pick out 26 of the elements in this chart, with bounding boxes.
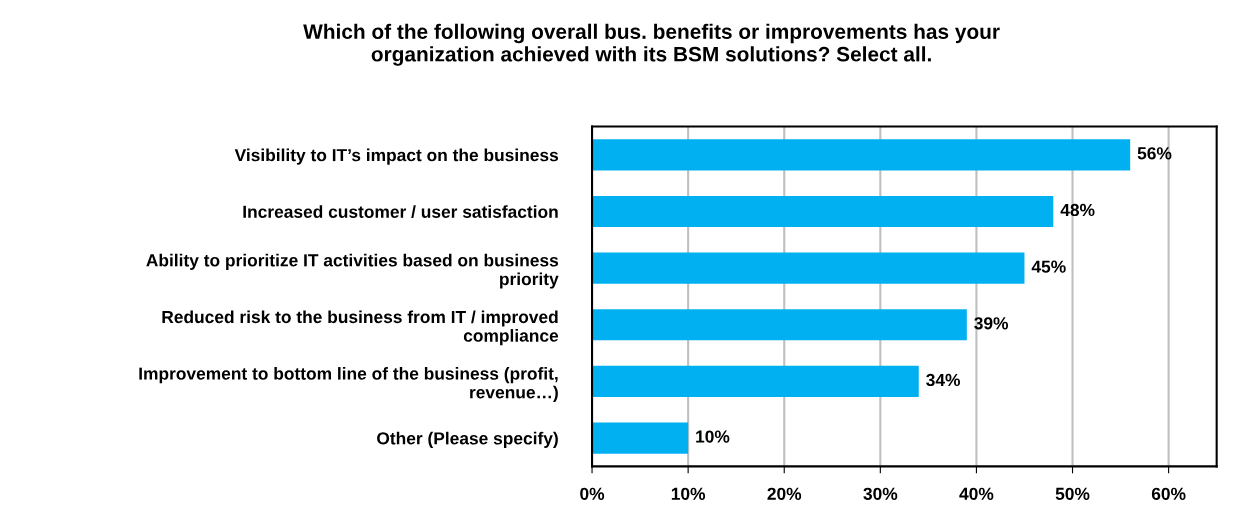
x-tick-label: 10% [671, 487, 706, 500]
bar [592, 139, 1131, 171]
data-label: 48% [1060, 203, 1095, 217]
x-tick-label: 50% [1055, 487, 1090, 500]
bar [592, 252, 1025, 284]
data-label: 56% [1137, 147, 1172, 160]
y-tick-label: Improvement to bottom line of the business (profit, revenue…) [139, 367, 558, 402]
y-tick-label: Other (Please specify) [377, 431, 558, 448]
y-tick-label: Increased customer / user satisfaction [243, 205, 558, 219]
bar [592, 422, 689, 454]
data-label: 10% [696, 430, 730, 443]
x-tick-label: 0% [580, 487, 605, 500]
x-tick-label: 20% [767, 487, 802, 500]
y-tick-label: Reduced risk to the business from IT / improved compliance [162, 310, 559, 346]
y-tick-label: Visibility to IT’s impact on the business [234, 148, 559, 165]
data-label: 34% [926, 373, 960, 387]
bar [592, 309, 967, 341]
chart-title: Which of the following overall bus. benefits or improvements has your organization achieved with its BSM solutions? Select all. [303, 23, 1000, 66]
data-label: 39% [974, 317, 1009, 330]
bar [592, 365, 919, 397]
data-label: 45% [1031, 260, 1066, 273]
y-tick-label: Ability to prioritize IT activities based on business priority [146, 253, 559, 289]
bar [592, 195, 1054, 228]
x-tick-label: 30% [863, 487, 898, 501]
x-tick-label: 60% [1151, 487, 1186, 500]
x-tick-label: 40% [959, 487, 994, 500]
